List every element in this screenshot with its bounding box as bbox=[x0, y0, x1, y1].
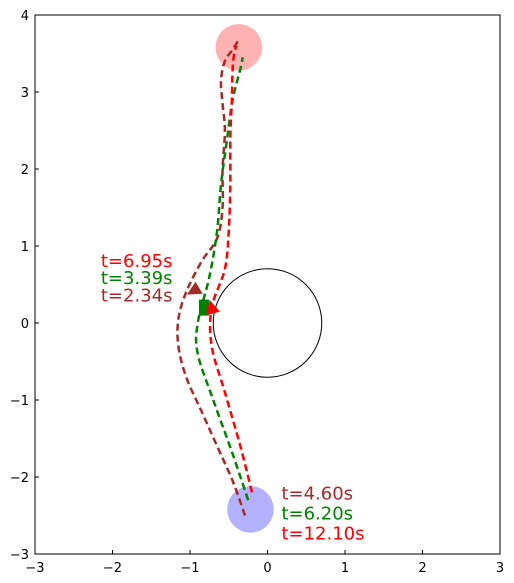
y-tick-label-2: −1 bbox=[10, 394, 29, 409]
time-annotation-5: t=12.10s bbox=[281, 523, 364, 544]
time-annotation-1: t=3.39s bbox=[101, 268, 173, 289]
y-tick-label-0: −3 bbox=[10, 548, 29, 563]
x-tick-label-6: 3 bbox=[496, 561, 504, 576]
time-annotation-0: t=6.95s bbox=[101, 251, 173, 272]
series-line-2 bbox=[208, 45, 254, 493]
ticks-layer: −3 −2 −1 0 1 2 3 −3 −2 −1 0 1 2 3 4 bbox=[10, 9, 504, 576]
x-tick-label-3: 0 bbox=[263, 561, 271, 576]
series-line-1 bbox=[194, 57, 250, 501]
start-circle bbox=[227, 486, 274, 533]
obstacle-circle bbox=[212, 268, 323, 378]
x-tick-label-0: −3 bbox=[25, 561, 44, 576]
x-tick-label-5: 2 bbox=[418, 561, 426, 576]
markers-layer bbox=[186, 281, 221, 316]
y-tick-label-6: 3 bbox=[21, 86, 29, 101]
circles-layer bbox=[212, 24, 323, 533]
time-annotation-2: t=2.34s bbox=[101, 286, 173, 307]
x-tick-label-4: 1 bbox=[341, 561, 349, 576]
y-tick-label-4: 1 bbox=[21, 240, 29, 255]
y-tick-label-3: 0 bbox=[21, 317, 29, 332]
x-tick-label-1: −2 bbox=[103, 561, 122, 576]
x-tick-label-2: −1 bbox=[180, 561, 199, 576]
marker-1 bbox=[198, 299, 209, 316]
series-line-0 bbox=[176, 37, 247, 516]
marker-0 bbox=[186, 281, 203, 295]
y-tick-label-1: −2 bbox=[10, 471, 29, 486]
time-annotation-3: t=4.60s bbox=[281, 483, 353, 504]
marker-2 bbox=[206, 299, 221, 316]
y-tick-label-7: 4 bbox=[21, 9, 29, 24]
time-annotation-4: t=6.20s bbox=[281, 503, 353, 524]
goal-circle bbox=[215, 24, 263, 71]
series-layer bbox=[176, 37, 254, 516]
y-tick-label-5: 2 bbox=[21, 163, 29, 178]
